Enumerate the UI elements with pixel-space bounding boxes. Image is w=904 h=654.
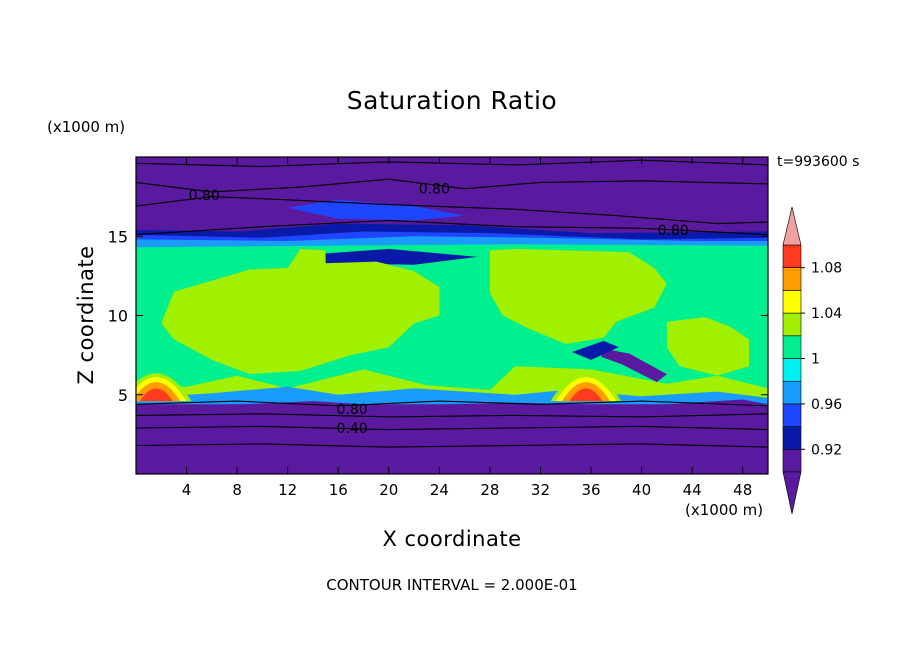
x-tick-label: 4 [182,481,192,499]
dome-1-layer-4 [139,388,173,402]
x-tick-label: 44 [683,481,702,499]
colorbar-band [782,290,802,314]
x-tick-label: 40 [632,481,651,499]
x-tick-label: 24 [430,481,449,499]
tropopause-band-edge [136,236,768,248]
y-tick-label: 5 [118,386,128,405]
contour-label-3: 0.80 [658,223,689,239]
y-axis-unit: (x1000 m) [47,118,126,136]
colorbar-band [782,358,802,382]
contour-label-4: 0.80 [337,402,368,418]
colorbar-band [782,312,802,337]
lower-dry-layer [136,399,768,474]
colorbar-label: 1.08 [811,261,842,277]
colorbar-over-arrow [782,206,802,246]
colorbar-band [782,448,802,473]
y-tick-label: 15 [108,227,128,246]
x-tick-label: 12 [278,481,297,499]
x-axis-unit: (x1000 m) [685,501,764,519]
x-tick-label: 32 [531,481,550,499]
contour-line-tropopause [136,219,768,236]
shear-layer [601,348,667,383]
colorbar-band [782,403,802,427]
colorbar-band [782,426,802,450]
upper-moist-patch-2 [300,248,478,265]
lime-region-left [161,248,440,375]
colorbar-label: 0.96 [811,397,842,413]
contour-line-0-80-upper [136,196,768,225]
upper-moist-patch [287,199,465,221]
x-tick-label: 8 [232,481,242,499]
shear-layer-edge [572,340,619,360]
x-ticks: 4 8 12 16 20 24 28 32 36 40 44 48 [182,157,752,499]
colorbar-under-arrow [782,471,802,515]
contour-line-0-60 [136,413,768,418]
saturation-field [136,157,768,474]
contour-line-0-80-lower [136,400,768,407]
colorbar: 1.08 1.04 1 0.96 0.92 [782,206,842,515]
x-tick-label: 48 [733,481,752,499]
lime-region-right [666,317,749,376]
contour-line-0-20 [136,443,768,448]
contour-label-1: 0.80 [189,188,220,204]
contour-labels: 0.80 0.80 0.80 0.80 0.40 [189,182,689,437]
colorbar-label: 1.04 [811,306,842,322]
x-tick-label: 36 [581,481,600,499]
colorbar-label: 1 [811,352,820,368]
lime-region-center [489,248,667,344]
x-tick-label: 20 [379,481,398,499]
colorbar-band [782,267,802,291]
colorbar-label: 0.92 [811,442,842,458]
x-axis-title: X coordinate [382,527,522,551]
colorbar-band [782,380,802,405]
contour-line-0-40 [136,425,768,431]
chart-title: Saturation Ratio [346,86,558,115]
x-tick-label: 16 [329,481,348,499]
colorbar-band [782,244,802,269]
contour-label-5: 0.40 [337,421,368,437]
contour-line-top [136,159,768,168]
time-label: t=993600 s [777,154,860,170]
y-tick-label: 10 [108,307,128,326]
contour-line-upper [136,178,768,193]
contour-interval-label: CONTOUR INTERVAL = 2.000E-01 [326,576,578,594]
contour-lines [136,159,768,448]
colorbar-band [782,335,802,359]
contour-label-2: 0.80 [419,182,450,198]
x-tick-label: 28 [480,481,499,499]
dome-2-layer-4 [569,388,603,402]
y-ticks: 5 10 15 [108,227,768,405]
